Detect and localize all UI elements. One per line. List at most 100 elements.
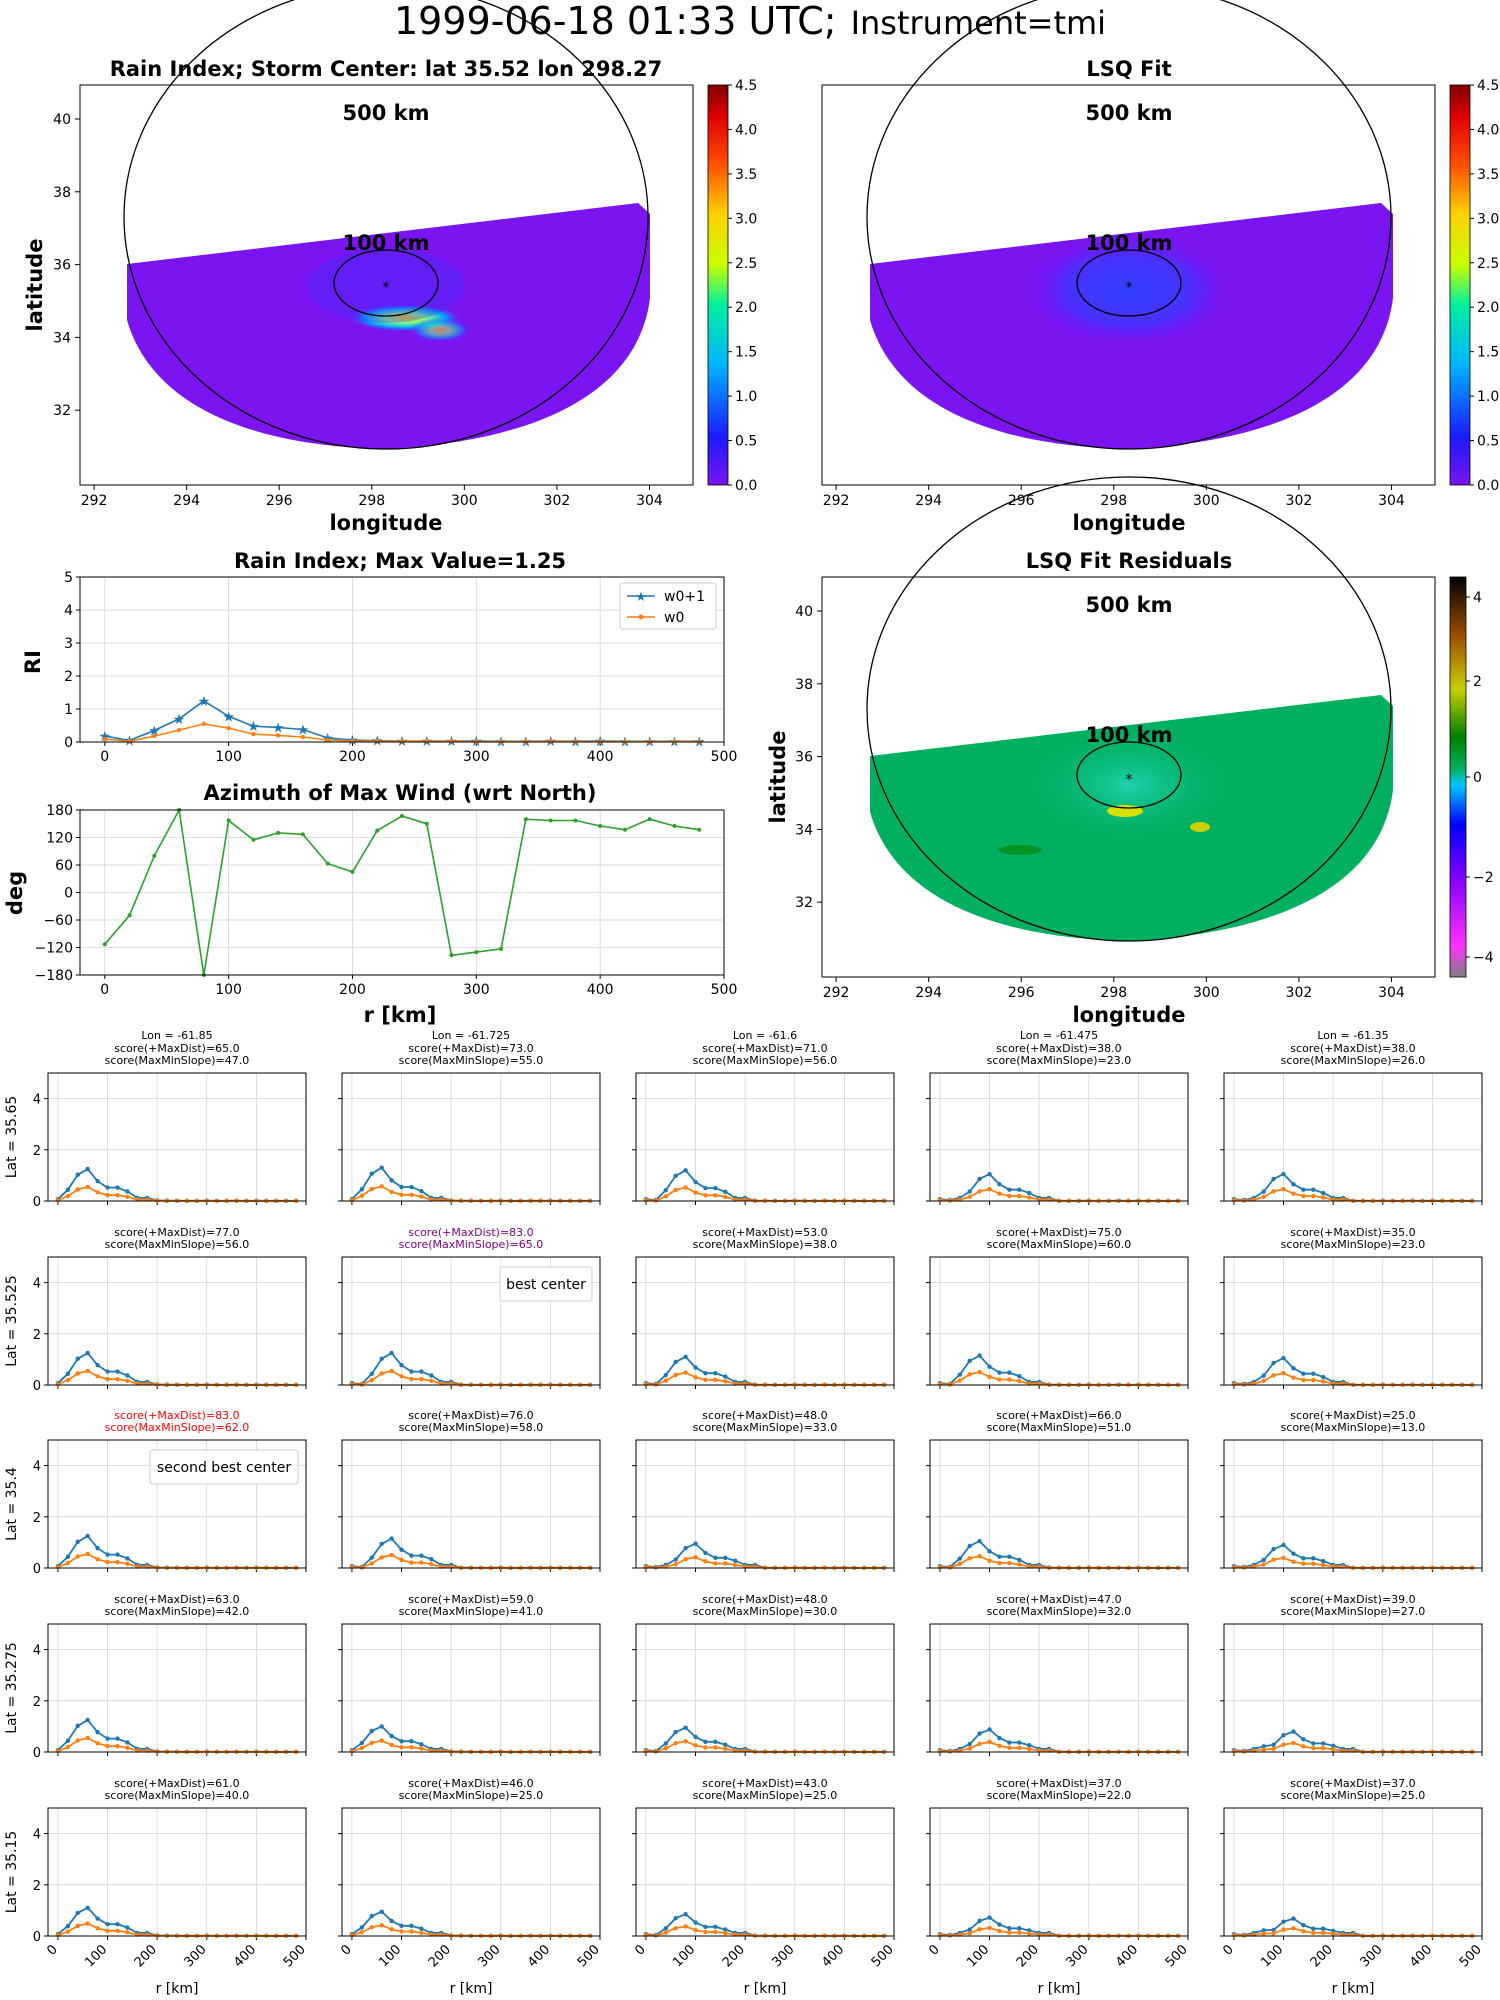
point-w0 [1261, 1747, 1266, 1752]
point-w0 [1281, 1742, 1286, 1747]
y-tick-label: 0 [33, 1379, 41, 1394]
x-tick-labels: 292 294 296 298 300 302 304 [823, 485, 1405, 509]
point-w0p1 [65, 1738, 71, 1744]
point-w0 [95, 1557, 100, 1562]
plot-frame [635, 1623, 895, 1753]
plot-frame [1223, 1256, 1483, 1386]
point-w0p1 [1017, 1187, 1022, 1192]
plot-frame [929, 1072, 1189, 1202]
point-w0 [75, 1187, 80, 1192]
x-tick-label: 100 [82, 1942, 110, 1970]
x-tick-label: 200 [1014, 1942, 1042, 1970]
point-azimuth [152, 853, 157, 858]
point-w0 [673, 1187, 678, 1193]
point-w0 [673, 1741, 678, 1746]
point-w0 [409, 1560, 414, 1565]
point-w0 [1261, 1194, 1266, 1200]
point-w0p1 [1007, 1740, 1012, 1745]
point-w0p1 [673, 1915, 678, 1921]
point-azimuth [127, 913, 132, 918]
point-w0p1 [125, 1189, 130, 1194]
point-w0p1 [683, 1168, 688, 1173]
point-w0p1 [419, 1553, 424, 1558]
point-w0 [95, 1741, 100, 1746]
point-w0 [663, 1194, 668, 1199]
score-maxdist: score(+MaxDist)=83.0 [114, 1409, 239, 1422]
point-w0 [713, 1929, 718, 1935]
x-tick-label: 0 [926, 1942, 942, 1958]
point-w0 [399, 1929, 404, 1934]
plot-area [48, 1073, 306, 1201]
point-w0 [65, 1377, 71, 1383]
point-w0p1 [75, 1723, 80, 1728]
plot-frame [1223, 1072, 1483, 1202]
y-tick-label: 32 [53, 403, 71, 419]
note-label: best center [506, 1277, 586, 1293]
candidate-panel: Lon = -61.6score(+MaxDist)=71.0score(Max… [632, 1029, 895, 1205]
point-w0p1 [389, 1918, 394, 1924]
point-w0p1 [1301, 1371, 1306, 1376]
point-w0p1 [379, 1909, 384, 1914]
y-tick-label: 36 [795, 750, 813, 766]
point-w0p1 [95, 1178, 100, 1184]
y-tick-label: 3 [64, 636, 73, 652]
point-w0p1 [379, 1541, 384, 1547]
point-w0 [55, 1197, 61, 1203]
point-w0 [663, 1746, 668, 1751]
point-w0p1 [663, 1926, 668, 1931]
plot-area [636, 1440, 894, 1568]
point-w0p1 [75, 1172, 80, 1177]
point-w0 [1007, 1377, 1012, 1382]
point-w0p1 [115, 1736, 120, 1741]
score-maxminslope: score(MaxMinSlope)=13.0 [1281, 1421, 1426, 1434]
point-w0 [115, 1559, 120, 1565]
point-azimuth [523, 817, 528, 822]
score-maxdist: score(+MaxDist)=53.0 [702, 1226, 827, 1239]
point-w0 [673, 1562, 678, 1567]
point-w0p1 [399, 1184, 404, 1190]
point-w0 [703, 1559, 708, 1564]
point-w0 [125, 1194, 130, 1199]
point-w0p1 [1271, 1546, 1276, 1552]
y-tick-label: 0 [33, 1746, 41, 1761]
candidate-panel: Lon = -61.85score(+MaxDist)=65.0score(Ma… [4, 1029, 307, 1210]
candidate-panel: score(+MaxDist)=48.0score(MaxMinSlope)=3… [632, 1409, 895, 1572]
point-w0p1 [1311, 1926, 1316, 1931]
point-w0p1 [1311, 1556, 1316, 1561]
point-w0 [1231, 1197, 1237, 1203]
point-w0 [957, 1561, 962, 1567]
point-w0 [937, 1748, 943, 1754]
point-w0 [375, 739, 380, 744]
score-maxminslope: score(MaxMinSlope)=23.0 [987, 1054, 1132, 1067]
x-tick-label: 292 [823, 493, 850, 509]
x-tick-label: 500 [1457, 1942, 1485, 1970]
point-w0 [683, 1185, 688, 1190]
point-w0 [693, 1555, 698, 1560]
y-tick-label: 40 [53, 112, 71, 128]
plot-area [342, 1073, 600, 1201]
x-tick-label: 304 [1378, 985, 1405, 1001]
x-tick-label: 100 [215, 749, 242, 765]
x-axis-label: r [km] [1038, 1981, 1081, 1997]
point-w0p1 [683, 1912, 688, 1917]
point-w0 [663, 1930, 668, 1935]
score-maxdist: score(+MaxDist)=48.0 [702, 1593, 827, 1606]
x-tick-label: 298 [358, 493, 385, 509]
point-w0p1 [967, 1358, 972, 1364]
point-w0p1 [713, 1924, 718, 1930]
plot-area [1224, 1440, 1482, 1568]
plot-area [930, 1624, 1188, 1752]
plot-frame [635, 1807, 895, 1937]
point-w0p1 [1301, 1556, 1306, 1561]
column-lon-label: Lon = -61.6 [733, 1029, 797, 1042]
plot-area [342, 1808, 600, 1936]
point-w0p1 [1261, 1373, 1266, 1378]
x-tick-label: 294 [915, 985, 942, 1001]
colorbar-tick-label: 2.5 [735, 256, 757, 272]
score-maxminslope: score(MaxMinSlope)=38.0 [693, 1238, 838, 1251]
point-w0p1 [713, 1370, 718, 1376]
row-lat-label: Lat = 35.4 [4, 1467, 20, 1541]
y-tick-label: 1 [64, 702, 73, 718]
colorbar-tick-label: 2.5 [1477, 256, 1499, 272]
point-w0p1 [105, 1369, 110, 1374]
